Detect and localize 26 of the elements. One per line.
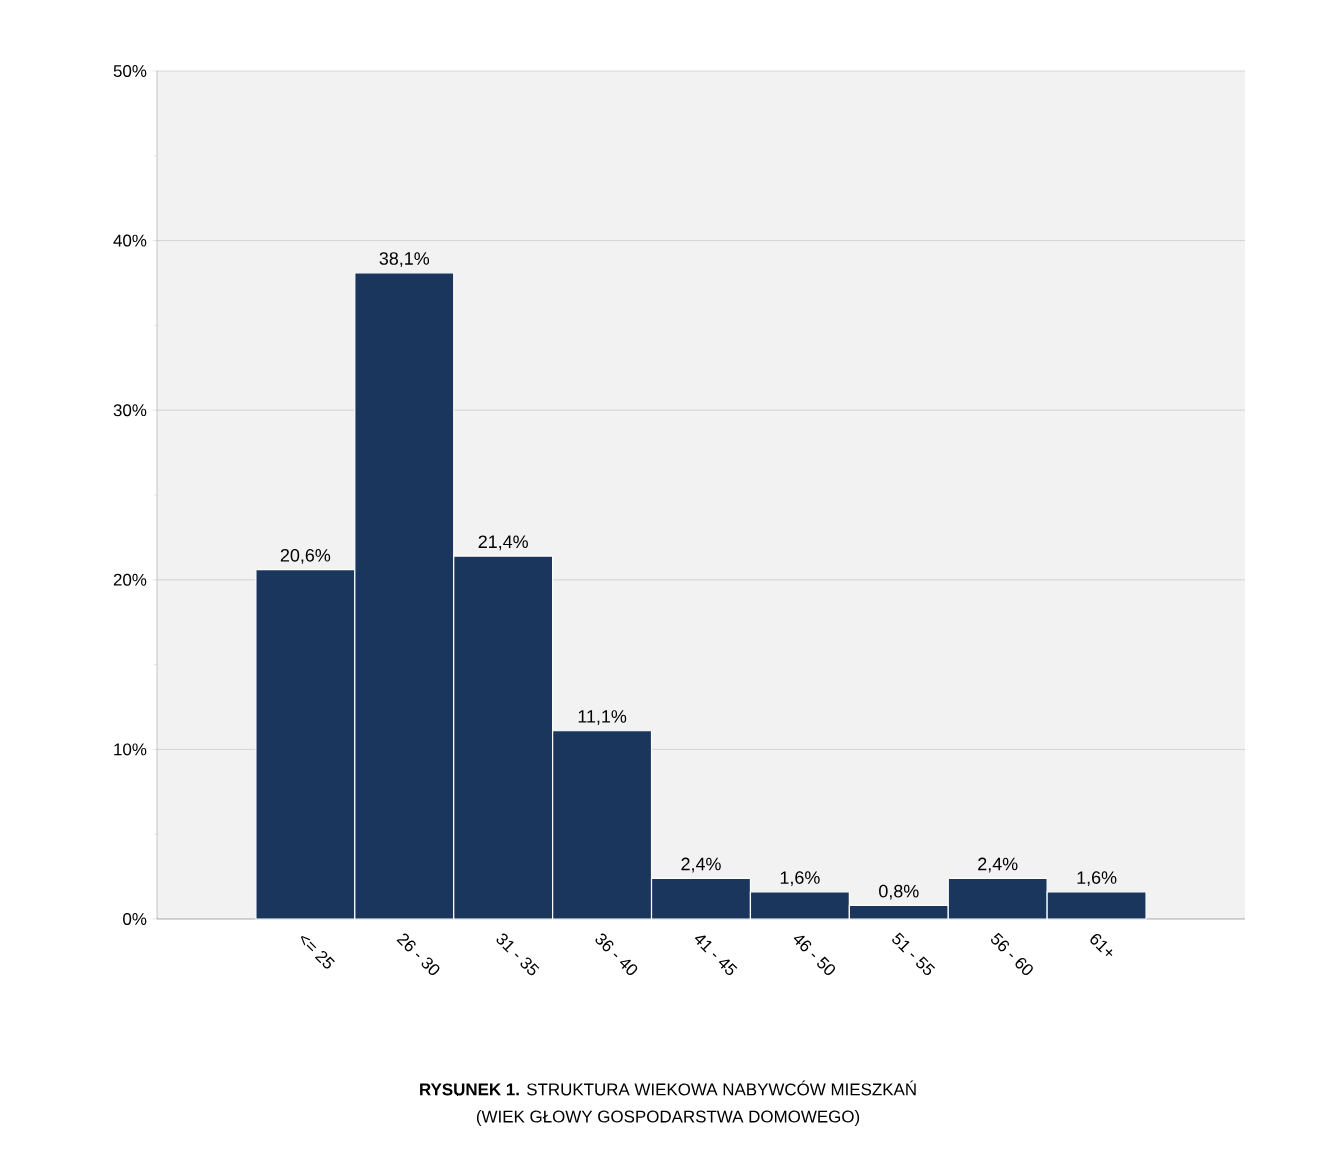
x-tick-label: 56 - 60 xyxy=(991,932,1033,976)
x-tick-label: 36 - 40 xyxy=(595,933,638,976)
x-tick-label: 31 - 35 xyxy=(496,933,540,976)
y-tick-label: 40% xyxy=(113,234,147,247)
data-label: 38,1% xyxy=(379,252,430,267)
data-label: 0,8% xyxy=(879,884,919,900)
data-label: 1,6% xyxy=(1077,871,1117,887)
data-label: 2,4% xyxy=(978,857,1018,873)
data-label: 21,4% xyxy=(478,535,528,551)
data-label: 11,1% xyxy=(578,710,627,725)
y-tick-label: 30% xyxy=(113,404,147,417)
x-tick-label: 61+ xyxy=(1090,933,1113,957)
x-tick-label: 26 - 30 xyxy=(396,933,440,976)
x-tick-label: 46 - 50 xyxy=(793,935,836,976)
data-label: 1,6% xyxy=(780,871,820,887)
x-tick-label: <= 25 xyxy=(300,935,335,969)
y-tick-label: 20% xyxy=(113,573,147,586)
y-tick-label: 0% xyxy=(123,913,147,925)
x-tick-label: 41 - 45 xyxy=(694,935,738,976)
y-tick-label: 10% xyxy=(114,743,147,756)
y-tick-label: 50% xyxy=(113,64,147,77)
text: RYSUNEK 1. STRUKTURA WIEKOWA NABYWCÓW MIESZKAŃ xyxy=(420,1080,916,1096)
x-tick-label: 51 - 55 xyxy=(892,932,936,976)
data-label: 2,4% xyxy=(681,857,721,873)
data-label: 20,6% xyxy=(280,548,331,564)
text: (WIEK GŁOWY GOSPODARSTWA DOMOWEGO) xyxy=(476,1110,860,1126)
